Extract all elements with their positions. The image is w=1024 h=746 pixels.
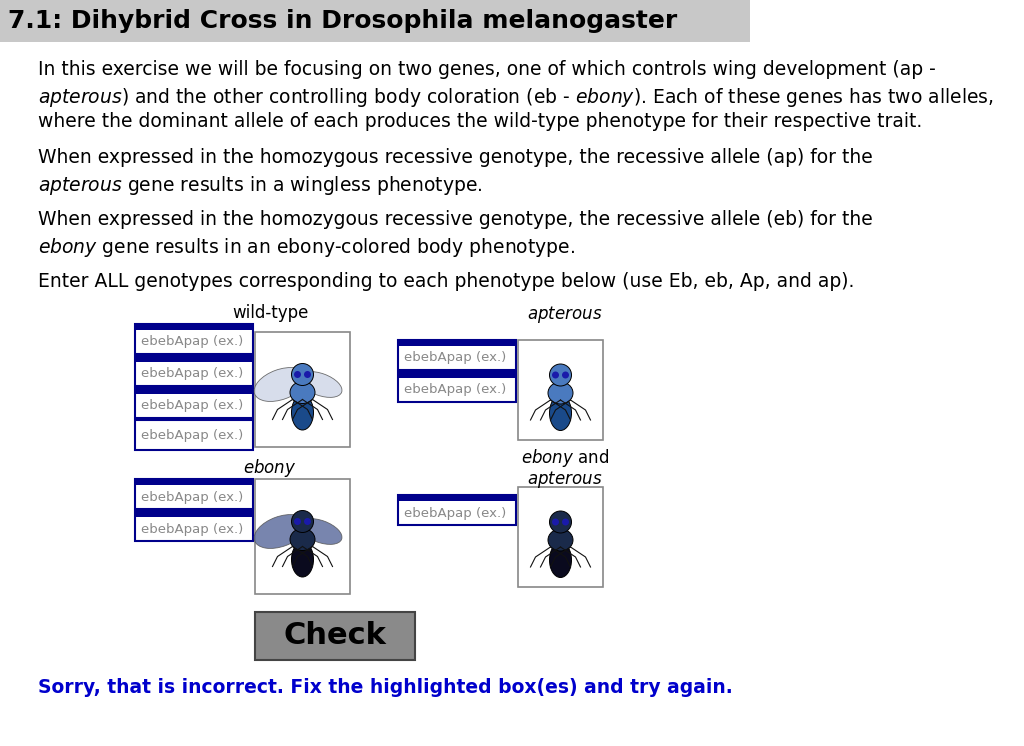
Text: Check: Check: [284, 621, 386, 651]
Bar: [135, 420, 253, 450]
Text: $\it{ebony}$ gene results in an ebony-colored body phenotype.: $\it{ebony}$ gene results in an ebony-co…: [38, 236, 575, 259]
Bar: [398, 495, 516, 501]
Circle shape: [292, 510, 313, 533]
Text: $\it{ebony}$ and: $\it{ebony}$ and: [521, 447, 609, 469]
Circle shape: [550, 511, 571, 533]
Text: $\it{apterous}$: $\it{apterous}$: [527, 304, 603, 325]
Bar: [0, 0, 750, 42]
Ellipse shape: [290, 381, 315, 404]
Text: In this exercise we will be focusing on two genes, one of which controls wing de: In this exercise we will be focusing on …: [38, 60, 936, 79]
Text: ebebApap (ex.): ebebApap (ex.): [141, 368, 244, 380]
Bar: [135, 388, 253, 418]
Ellipse shape: [550, 542, 571, 577]
Text: wild-type: wild-type: [231, 304, 308, 322]
Text: ebebApap (ex.): ebebApap (ex.): [141, 522, 244, 536]
Text: $\it{apterous}$) and the other controlling body coloration (eb - $\it{ebony}$). : $\it{apterous}$) and the other controlli…: [38, 86, 993, 109]
Bar: [135, 324, 253, 354]
Circle shape: [550, 364, 571, 386]
Bar: [398, 340, 516, 346]
Circle shape: [562, 372, 569, 378]
Circle shape: [294, 518, 301, 525]
Text: ebebApap (ex.): ebebApap (ex.): [141, 491, 244, 504]
Bar: [398, 372, 516, 378]
Text: ebebApap (ex.): ebebApap (ex.): [141, 400, 244, 413]
Text: ebebApap (ex.): ebebApap (ex.): [404, 507, 506, 519]
Ellipse shape: [550, 395, 571, 430]
Text: ebebApap (ex.): ebebApap (ex.): [141, 428, 244, 442]
Circle shape: [562, 518, 569, 525]
Bar: [518, 340, 603, 440]
Circle shape: [294, 371, 301, 378]
Text: $\it{apterous}$: $\it{apterous}$: [527, 469, 603, 490]
Ellipse shape: [299, 372, 342, 398]
Bar: [398, 340, 516, 370]
Text: When expressed in the homozygous recessive genotype, the recessive allele (eb) f: When expressed in the homozygous recessi…: [38, 210, 872, 229]
Circle shape: [304, 371, 311, 378]
Bar: [135, 511, 253, 517]
Text: When expressed in the homozygous recessive genotype, the recessive allele (ap) f: When expressed in the homozygous recessi…: [38, 148, 872, 167]
Ellipse shape: [548, 529, 573, 551]
Circle shape: [304, 518, 311, 525]
Bar: [255, 332, 350, 447]
Bar: [135, 388, 253, 394]
Bar: [135, 356, 253, 386]
Ellipse shape: [299, 518, 342, 545]
Bar: [255, 479, 350, 594]
Bar: [135, 356, 253, 362]
Circle shape: [292, 363, 313, 386]
Ellipse shape: [254, 368, 307, 401]
Text: $\it{apterous}$ gene results in a wingless phenotype.: $\it{apterous}$ gene results in a wingle…: [38, 174, 482, 197]
Text: Enter ALL genotypes corresponding to each phenotype below (use Eb, eb, Ap, and a: Enter ALL genotypes corresponding to eac…: [38, 272, 854, 291]
Text: $\it{ebony}$: $\it{ebony}$: [244, 457, 297, 479]
Text: Sorry, that is incorrect. Fix the highlighted box(es) and try again.: Sorry, that is incorrect. Fix the highli…: [38, 678, 733, 697]
Bar: [398, 495, 516, 525]
Bar: [135, 511, 253, 541]
Text: ebebApap (ex.): ebebApap (ex.): [404, 351, 506, 365]
Text: 7.1: Dihybrid Cross in Drosophila melanogaster: 7.1: Dihybrid Cross in Drosophila melano…: [8, 9, 677, 33]
Bar: [255, 612, 415, 660]
Text: ebebApap (ex.): ebebApap (ex.): [404, 383, 506, 397]
Ellipse shape: [292, 395, 313, 430]
Ellipse shape: [254, 515, 307, 548]
Ellipse shape: [548, 382, 573, 404]
Text: where the dominant allele of each produces the wild-type phenotype for their res: where the dominant allele of each produc…: [38, 112, 923, 131]
Ellipse shape: [290, 528, 315, 551]
Circle shape: [552, 518, 559, 525]
Circle shape: [552, 372, 559, 378]
Ellipse shape: [292, 542, 313, 577]
Bar: [135, 479, 253, 509]
Bar: [135, 324, 253, 330]
Text: ebebApap (ex.): ebebApap (ex.): [141, 336, 244, 348]
Bar: [398, 372, 516, 402]
Bar: [518, 487, 603, 587]
Bar: [135, 479, 253, 485]
